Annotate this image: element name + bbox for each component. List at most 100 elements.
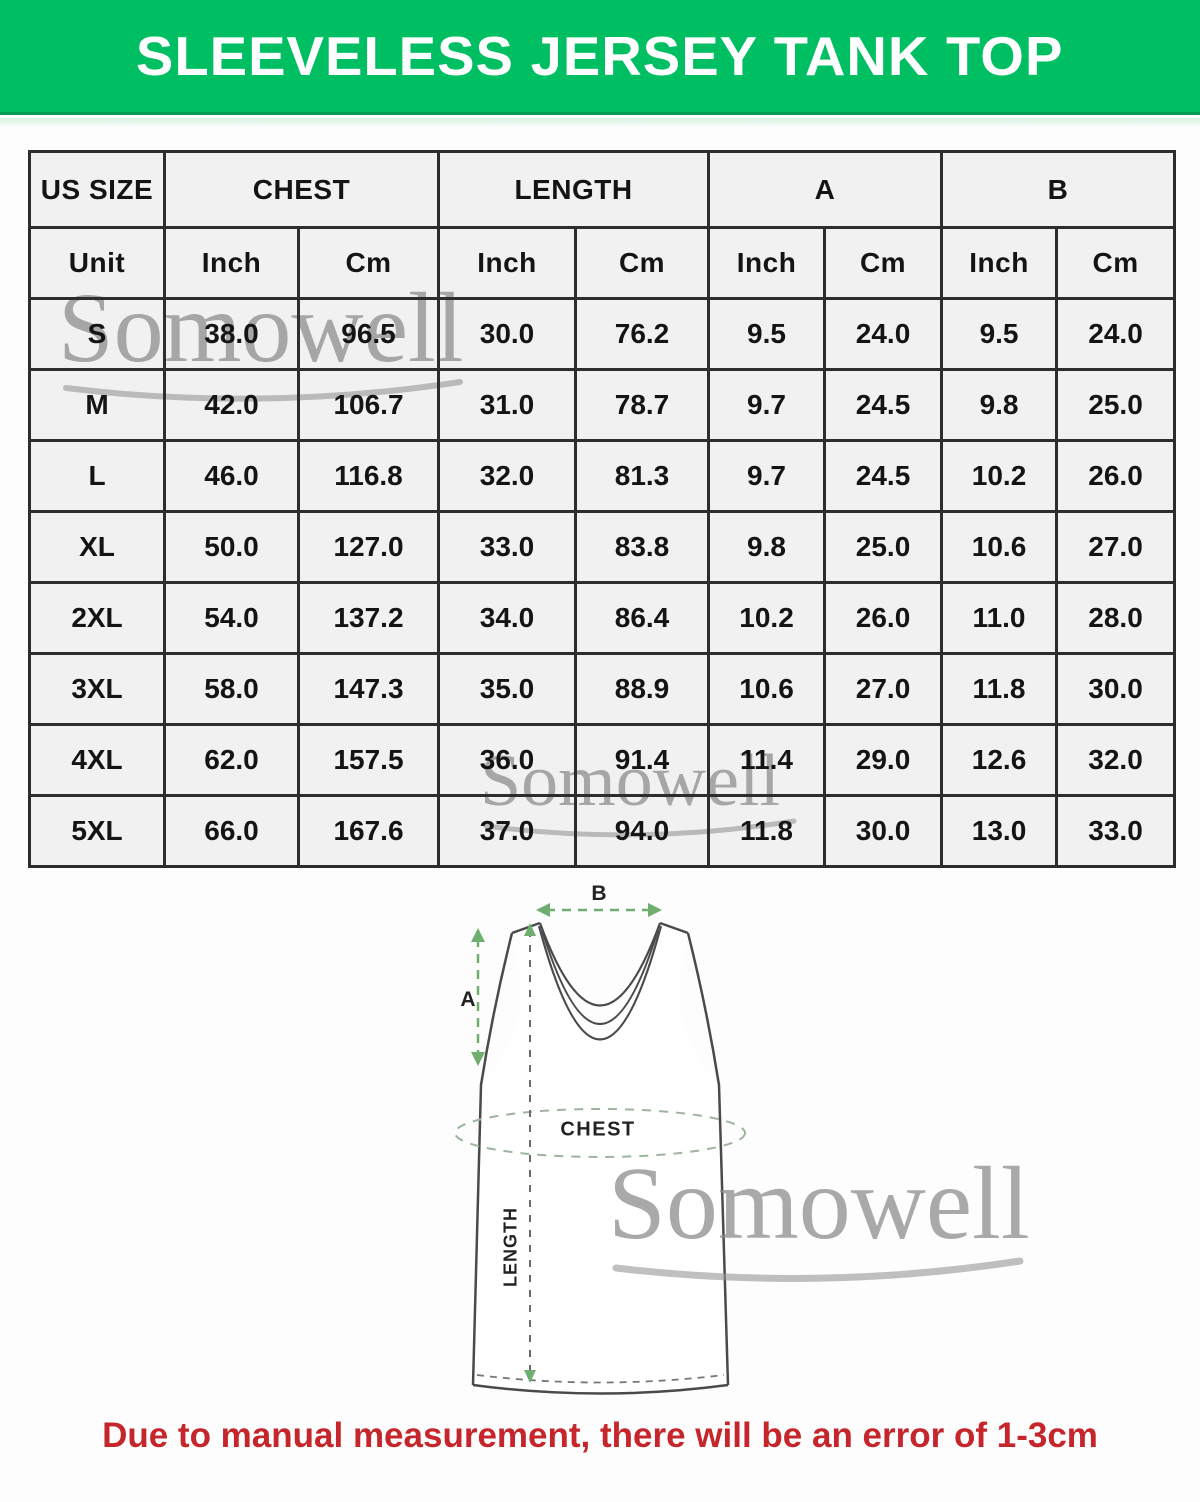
table-row: 5XL 66.0 167.6 37.0 94.0 11.8 30.0 13.0 … xyxy=(28,794,1177,868)
value-cell: 157.5 xyxy=(297,723,440,797)
table-row: S 38.0 96.5 30.0 76.2 9.5 24.0 9.5 24.0 xyxy=(28,297,1177,371)
hem-line xyxy=(472,1383,729,1395)
value-cell: 27.0 xyxy=(823,652,944,726)
neckline-curve xyxy=(537,925,663,1041)
value-cell: 25.0 xyxy=(823,510,944,584)
table-group-header-row: US SIZE CHEST LENGTH A B xyxy=(28,150,1177,229)
size-cell: L xyxy=(28,439,166,513)
value-cell: 9.8 xyxy=(707,510,827,584)
size-chart: Somowell Somowell US SIZE CHEST LENGTH A xyxy=(28,150,1177,868)
unit-cell: Cm xyxy=(1055,226,1177,300)
size-cell: 3XL xyxy=(28,652,166,726)
arrowhead-icon xyxy=(524,1370,536,1383)
chest-measure-ellipse xyxy=(454,1108,746,1158)
value-cell: 167.6 xyxy=(297,794,440,868)
value-cell: 27.0 xyxy=(1055,510,1177,584)
value-cell: 88.9 xyxy=(573,652,711,726)
table-row: 4XL 62.0 157.5 36.0 91.4 11.4 29.0 12.6 … xyxy=(28,723,1177,797)
value-cell: 32.0 xyxy=(437,439,577,513)
size-chart-table: US SIZE CHEST LENGTH A B Unit Inch Cm In… xyxy=(28,150,1177,868)
value-cell: 96.5 xyxy=(297,297,440,371)
value-cell: 58.0 xyxy=(163,652,300,726)
tank-top-shoulder-right xyxy=(659,921,689,935)
diagram-label-b: B xyxy=(591,882,607,905)
page-title: SLEEVELESS JERSEY TANK TOP xyxy=(136,25,1064,87)
table-row: L 46.0 116.8 32.0 81.3 9.7 24.5 10.2 26.… xyxy=(28,439,1177,513)
value-cell: 81.3 xyxy=(573,439,711,513)
value-cell: 10.2 xyxy=(940,439,1059,513)
value-cell: 37.0 xyxy=(437,794,577,868)
value-cell: 35.0 xyxy=(437,652,577,726)
value-cell: 25.0 xyxy=(1055,368,1177,442)
value-cell: 147.3 xyxy=(297,652,440,726)
table-row: 3XL 58.0 147.3 35.0 88.9 10.6 27.0 11.8 … xyxy=(28,652,1177,726)
value-cell: 106.7 xyxy=(297,368,440,442)
value-cell: 66.0 xyxy=(163,794,300,868)
value-cell: 9.8 xyxy=(940,368,1059,442)
arrowhead-icon xyxy=(648,903,662,917)
value-cell: 32.0 xyxy=(1055,723,1177,797)
value-cell: 46.0 xyxy=(163,439,300,513)
tank-top-outline xyxy=(473,923,728,1394)
neckline-curve xyxy=(541,929,659,1025)
header-chest: CHEST xyxy=(163,150,440,229)
header-b: B xyxy=(940,150,1177,229)
value-cell: 36.0 xyxy=(437,723,577,797)
value-cell: 9.7 xyxy=(707,368,827,442)
value-cell: 127.0 xyxy=(297,510,440,584)
value-cell: 24.0 xyxy=(823,297,944,371)
arrowhead-icon xyxy=(524,923,536,936)
unit-cell: Cm xyxy=(573,226,711,300)
hem-stitch-line xyxy=(476,1374,725,1384)
unit-cell: Inch xyxy=(163,226,300,300)
value-cell: 29.0 xyxy=(823,723,944,797)
value-cell: 30.0 xyxy=(437,297,577,371)
tank-top-shoulder-left xyxy=(511,921,541,935)
value-cell: 11.0 xyxy=(940,581,1059,655)
value-cell: 38.0 xyxy=(163,297,300,371)
header-length: LENGTH xyxy=(436,150,711,229)
value-cell: 83.8 xyxy=(573,510,711,584)
value-cell: 86.4 xyxy=(573,581,711,655)
size-cell: M xyxy=(28,368,166,442)
value-cell: 30.0 xyxy=(1055,652,1177,726)
table-unit-row: Unit Inch Cm Inch Cm Inch Cm Inch Cm xyxy=(28,226,1177,300)
value-cell: 10.2 xyxy=(707,581,827,655)
value-cell: 13.0 xyxy=(940,794,1059,868)
unit-cell: Inch xyxy=(707,226,827,300)
diagram-label-length: LENGTH xyxy=(500,1207,521,1287)
value-cell: 9.7 xyxy=(707,439,827,513)
arrowhead-icon xyxy=(471,928,485,942)
size-cell: 2XL xyxy=(28,581,166,655)
value-cell: 34.0 xyxy=(437,581,577,655)
value-cell: 94.0 xyxy=(573,794,711,868)
value-cell: 10.6 xyxy=(940,510,1059,584)
value-cell: 91.4 xyxy=(573,723,711,797)
value-cell: 33.0 xyxy=(437,510,577,584)
unit-cell: Inch xyxy=(437,226,577,300)
neckline-curve xyxy=(538,922,662,1007)
size-cell: XL xyxy=(28,510,166,584)
size-cell: 5XL xyxy=(28,794,166,868)
tank-top-left-edge xyxy=(471,932,514,1386)
value-cell: 12.6 xyxy=(940,723,1059,797)
value-cell: 11.8 xyxy=(940,652,1059,726)
table-row: 2XL 54.0 137.2 34.0 86.4 10.2 26.0 11.0 … xyxy=(28,581,1177,655)
banner-fade xyxy=(0,118,1200,128)
value-cell: 24.5 xyxy=(823,439,944,513)
unit-cell: Cm xyxy=(823,226,944,300)
diagram-label-a: A xyxy=(460,988,476,1011)
value-cell: 76.2 xyxy=(573,297,711,371)
value-cell: 11.4 xyxy=(707,723,827,797)
value-cell: 78.7 xyxy=(573,368,711,442)
value-cell: 33.0 xyxy=(1055,794,1177,868)
title-banner: SLEEVELESS JERSEY TANK TOP xyxy=(0,0,1200,115)
value-cell: 31.0 xyxy=(437,368,577,442)
value-cell: 62.0 xyxy=(163,723,300,797)
tank-top-diagram xyxy=(454,903,746,1395)
size-cell: 4XL xyxy=(28,723,166,797)
value-cell: 54.0 xyxy=(163,581,300,655)
unit-cell: Cm xyxy=(297,226,440,300)
diagram-label-chest: CHEST xyxy=(560,1118,636,1141)
unit-cell: Inch xyxy=(940,226,1059,300)
